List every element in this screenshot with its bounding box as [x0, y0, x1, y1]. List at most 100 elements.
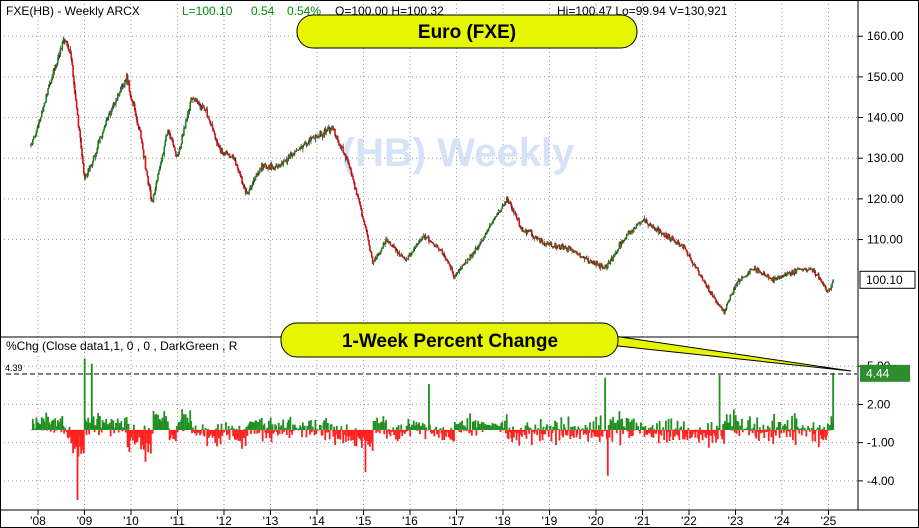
- candle-body: [443, 253, 445, 257]
- candle-body: [674, 242, 677, 244]
- candle-body: [540, 238, 543, 241]
- candle-body: [532, 236, 535, 238]
- candle-body: [342, 147, 344, 153]
- candle-body: [192, 98, 195, 100]
- candle-body: [221, 150, 224, 154]
- pct-bar-positive: [747, 420, 750, 430]
- pct-bar-negative: [738, 429, 741, 436]
- candle-body: [515, 214, 518, 219]
- candle-body: [154, 188, 157, 195]
- candle-body: [108, 114, 110, 117]
- candle-body: [742, 276, 744, 278]
- candle-body: [219, 147, 222, 154]
- candle-body: [206, 109, 208, 117]
- pct-bar-negative: [393, 429, 395, 435]
- candle-body: [240, 175, 242, 177]
- candle-body: [601, 265, 604, 268]
- pct-bar-negative: [217, 429, 220, 439]
- candle-body: [54, 65, 56, 71]
- pct-bar-positive: [629, 421, 632, 430]
- pct-bar-negative: [132, 429, 134, 441]
- pct-bar-positive: [651, 425, 654, 430]
- pct-bar-positive: [400, 424, 403, 430]
- candle-body: [65, 41, 68, 43]
- candle-body: [516, 218, 519, 220]
- candle-body: [399, 255, 402, 257]
- candle-body: [695, 267, 698, 269]
- pct-bar-positive: [385, 419, 387, 430]
- pct-bar-negative: [761, 429, 764, 433]
- candle-body: [164, 141, 166, 147]
- candle-body: [218, 143, 220, 148]
- candle-body: [691, 260, 693, 263]
- candle-body: [480, 239, 483, 243]
- pct-bar-negative: [647, 429, 649, 433]
- time-tick-label: '10: [123, 514, 139, 528]
- candle-body: [57, 54, 60, 59]
- candle-body: [428, 237, 430, 243]
- pct-bar-positive: [178, 421, 181, 430]
- pct-bar-positive: [682, 421, 685, 430]
- time-tick-label: '17: [449, 514, 465, 528]
- candle-body: [758, 269, 760, 273]
- pct-bar-positive: [782, 425, 784, 430]
- pct-bar-negative: [144, 429, 147, 462]
- candle-body: [572, 249, 574, 252]
- candle-body: [544, 244, 547, 246]
- pct-bar-positive: [289, 416, 292, 430]
- time-axis: '08'09'10'11'12'13'14'15'16'17'18'19'20 '…: [30, 510, 837, 528]
- pct-bar-negative: [701, 429, 704, 441]
- pct-bar-positive: [238, 425, 241, 430]
- candle-body: [426, 237, 428, 239]
- time-tick-label: '13: [263, 514, 279, 528]
- candle-body: [232, 155, 234, 158]
- candle-body: [69, 49, 72, 53]
- candle-body: [78, 127, 81, 131]
- candle-body: [539, 238, 541, 243]
- pct-bar-negative: [611, 429, 614, 442]
- candle-body: [203, 107, 206, 111]
- candle-body: [655, 229, 657, 231]
- candle-body: [281, 163, 284, 166]
- price-tick-label: 130.00: [867, 151, 904, 165]
- candle-body: [346, 157, 349, 161]
- candle-body: [289, 152, 292, 159]
- candle-body: [587, 258, 589, 263]
- candle-body: [693, 264, 696, 266]
- pct-bar-positive: [330, 424, 333, 430]
- pct-bar-negative: [608, 429, 611, 438]
- candle-body: [711, 292, 714, 297]
- candle-body: [357, 195, 360, 199]
- candle-body: [177, 152, 180, 156]
- pct-bar-positive: [766, 425, 769, 430]
- pct-bar-negative: [598, 429, 601, 442]
- candle-body: [511, 206, 513, 212]
- candle-body: [757, 268, 759, 270]
- candle-body: [152, 194, 155, 202]
- candle-body: [46, 94, 48, 96]
- pct-tick-label: -4.00: [867, 474, 895, 488]
- candle-body: [148, 184, 150, 186]
- candle-body: [689, 254, 691, 258]
- candle-body: [51, 74, 54, 79]
- pct-bar-positive: [537, 428, 539, 430]
- candle-body: [745, 275, 748, 277]
- candle-body: [826, 290, 829, 293]
- candle-body: [447, 261, 450, 264]
- candle-body: [43, 102, 46, 107]
- pct-bar-negative: [136, 429, 139, 443]
- pct-bar-negative: [283, 429, 285, 432]
- candle-body: [75, 100, 78, 109]
- pct-bar-positive: [233, 428, 235, 430]
- candle-body: [121, 86, 124, 88]
- pct-bar-positive: [803, 427, 806, 430]
- pct-bar-positive: [183, 429, 186, 431]
- candle-body: [133, 103, 136, 111]
- candle-body: [237, 168, 240, 174]
- pct-bar-negative: [555, 429, 557, 446]
- pct-bar-negative: [829, 429, 832, 431]
- candle-body: [793, 273, 795, 275]
- candle-body: [125, 75, 128, 82]
- candle-body: [223, 153, 225, 155]
- pct-bar-positive: [190, 421, 192, 430]
